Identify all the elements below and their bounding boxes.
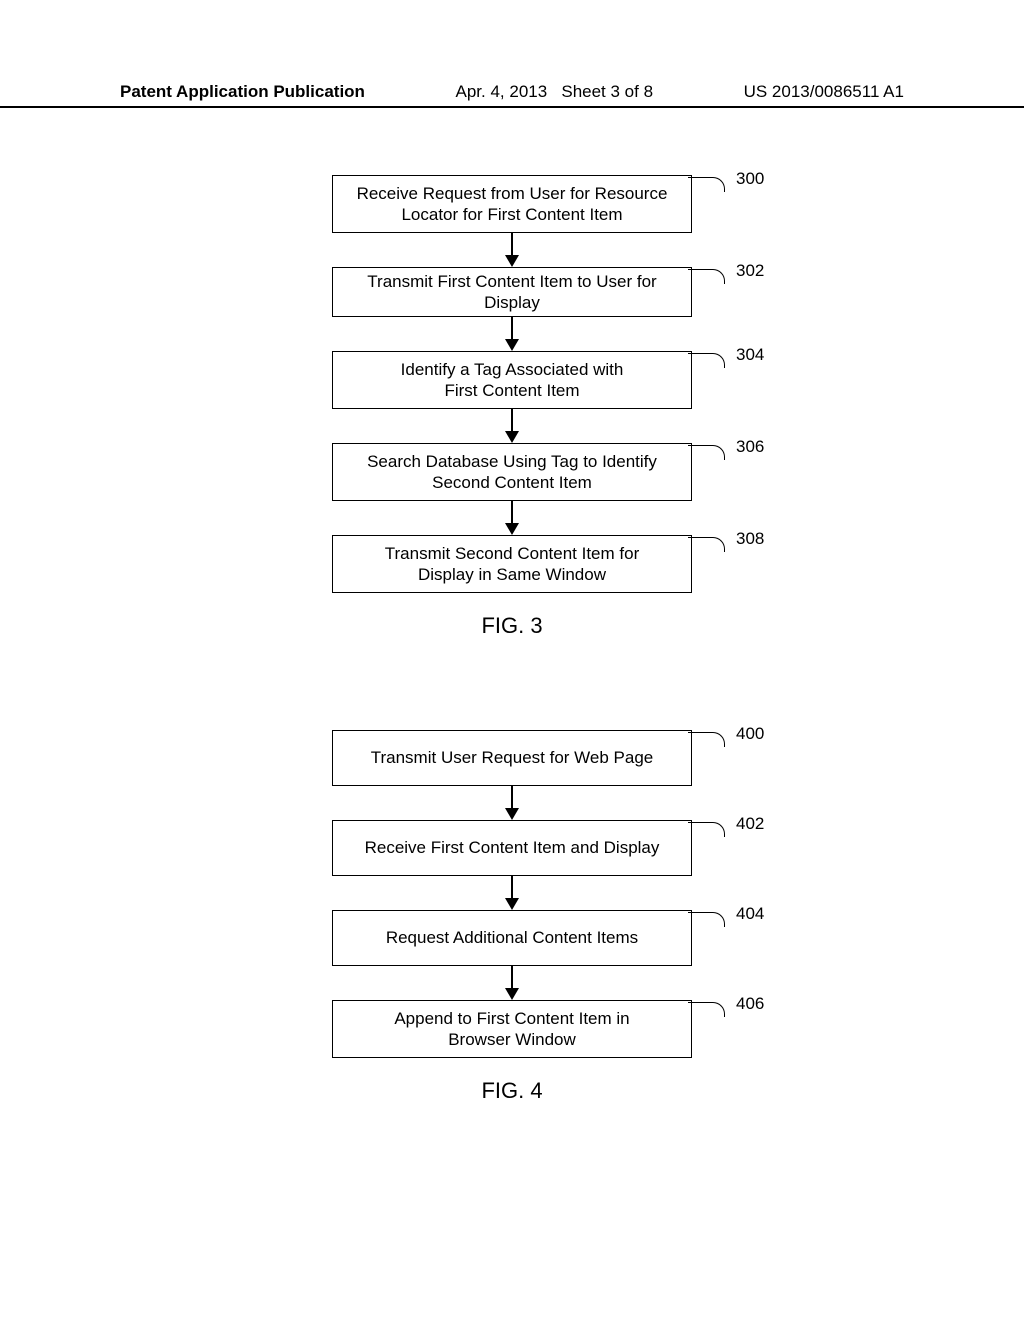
fig4-box-406: Append to First Content Item inBrowser W… (332, 1000, 692, 1058)
fig4-ref-402: 402 (736, 814, 764, 834)
arrow-shaft (511, 501, 513, 523)
arrow-shaft (511, 409, 513, 431)
header-date-sheet: Apr. 4, 2013 Sheet 3 of 8 (456, 82, 654, 102)
fig3-box-306-line: Second Content Item (432, 472, 592, 493)
fig3-box-308-line: Display in Same Window (418, 564, 606, 585)
fig4-leader-406 (688, 1002, 725, 1017)
fig4-box-402-line: Receive First Content Item and Display (365, 837, 660, 858)
fig3-leader-302 (688, 269, 725, 284)
fig4-ref-404: 404 (736, 904, 764, 924)
fig3-leader-308 (688, 537, 725, 552)
header-pubnum: US 2013/0086511 A1 (744, 82, 904, 102)
page: Patent Application Publication Apr. 4, 2… (0, 0, 1024, 1320)
fig3-ref-306: 306 (736, 437, 764, 457)
figure-4-flowchart: Transmit User Request for Web Page400Rec… (0, 730, 1024, 1104)
arrow-shaft (511, 966, 513, 988)
fig4-box-404: Request Additional Content Items (332, 910, 692, 966)
fig4-leader-402 (688, 822, 725, 837)
fig3-ref-300: 300 (736, 169, 764, 189)
fig3-box-306-line: Search Database Using Tag to Identify (367, 451, 657, 472)
header-sheet: Sheet 3 of 8 (561, 82, 653, 101)
fig4-box-400-line: Transmit User Request for Web Page (371, 747, 654, 768)
arrow-shaft (511, 233, 513, 255)
fig3-box-304: Identify a Tag Associated withFirst Cont… (332, 351, 692, 409)
arrow-shaft (511, 786, 513, 808)
fig3-leader-304 (688, 353, 725, 368)
fig3-box-302-line: Transmit First Content Item to User for … (343, 271, 681, 314)
header-publication-label: Patent Application Publication (120, 82, 365, 102)
fig4-box-400: Transmit User Request for Web Page (332, 730, 692, 786)
fig4-box-404-line: Request Additional Content Items (386, 927, 638, 948)
fig3-box-300-line: Receive Request from User for Resource (357, 183, 668, 204)
fig3-box-308-line: Transmit Second Content Item for (385, 543, 639, 564)
arrow-head-icon (505, 255, 519, 267)
page-header: Patent Application Publication Apr. 4, 2… (0, 82, 1024, 108)
arrow-head-icon (505, 431, 519, 443)
arrow-head-icon (505, 339, 519, 351)
fig4-box-406-line: Browser Window (448, 1029, 576, 1050)
fig3-ref-308: 308 (736, 529, 764, 549)
fig3-box-308: Transmit Second Content Item forDisplay … (332, 535, 692, 593)
figure-3-flowchart: Receive Request from User for ResourceLo… (0, 175, 1024, 639)
fig4-box-406-line: Append to First Content Item in (394, 1008, 629, 1029)
header-row: Patent Application Publication Apr. 4, 2… (0, 82, 1024, 102)
fig3-box-302: Transmit First Content Item to User for … (332, 267, 692, 317)
fig3-box-300-line: Locator for First Content Item (401, 204, 622, 225)
fig3-leader-300 (688, 177, 725, 192)
fig3-leader-306 (688, 445, 725, 460)
arrow-head-icon (505, 988, 519, 1000)
arrow-head-icon (505, 808, 519, 820)
arrow-shaft (511, 317, 513, 339)
fig4-caption: FIG. 4 (481, 1078, 542, 1104)
fig3-ref-304: 304 (736, 345, 764, 365)
fig3-box-300: Receive Request from User for ResourceLo… (332, 175, 692, 233)
fig3-box-306: Search Database Using Tag to IdentifySec… (332, 443, 692, 501)
header-date: Apr. 4, 2013 (456, 82, 548, 101)
fig3-ref-302: 302 (736, 261, 764, 281)
arrow-shaft (511, 876, 513, 898)
fig4-box-402: Receive First Content Item and Display (332, 820, 692, 876)
fig4-leader-404 (688, 912, 725, 927)
fig4-ref-400: 400 (736, 724, 764, 744)
fig3-box-304-line: First Content Item (444, 380, 579, 401)
fig3-box-304-line: Identify a Tag Associated with (401, 359, 624, 380)
fig3-caption: FIG. 3 (481, 613, 542, 639)
fig4-leader-400 (688, 732, 725, 747)
arrow-head-icon (505, 898, 519, 910)
fig4-ref-406: 406 (736, 994, 764, 1014)
arrow-head-icon (505, 523, 519, 535)
